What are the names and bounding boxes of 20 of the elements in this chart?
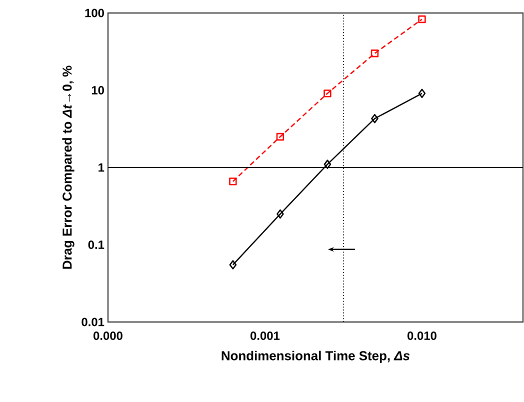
point [324, 160, 332, 169]
y-tick-label: 100 [85, 8, 104, 18]
point [229, 178, 237, 186]
point [324, 90, 332, 98]
x-tick-label: 0.000 [94, 332, 122, 340]
point [276, 132, 284, 141]
y-tick-label: 0.1 [88, 240, 104, 249]
y-axis-title: Drag Error Compared to Δt→0, % [62, 66, 74, 269]
point [229, 260, 237, 270]
y-tick-label: 10 [92, 86, 104, 94]
point [276, 209, 284, 219]
x-tick-label: 0.001 [250, 332, 280, 340]
point [371, 114, 378, 124]
point [370, 50, 379, 58]
y-tick-label: 0.01 [82, 318, 104, 326]
x-axis-title: Nondimensional Time Step, Δs [222, 350, 410, 363]
x-tick-label: 0.010 [407, 332, 436, 340]
point [418, 88, 426, 98]
y-tick-label: 1 [98, 163, 104, 172]
point [418, 15, 426, 24]
